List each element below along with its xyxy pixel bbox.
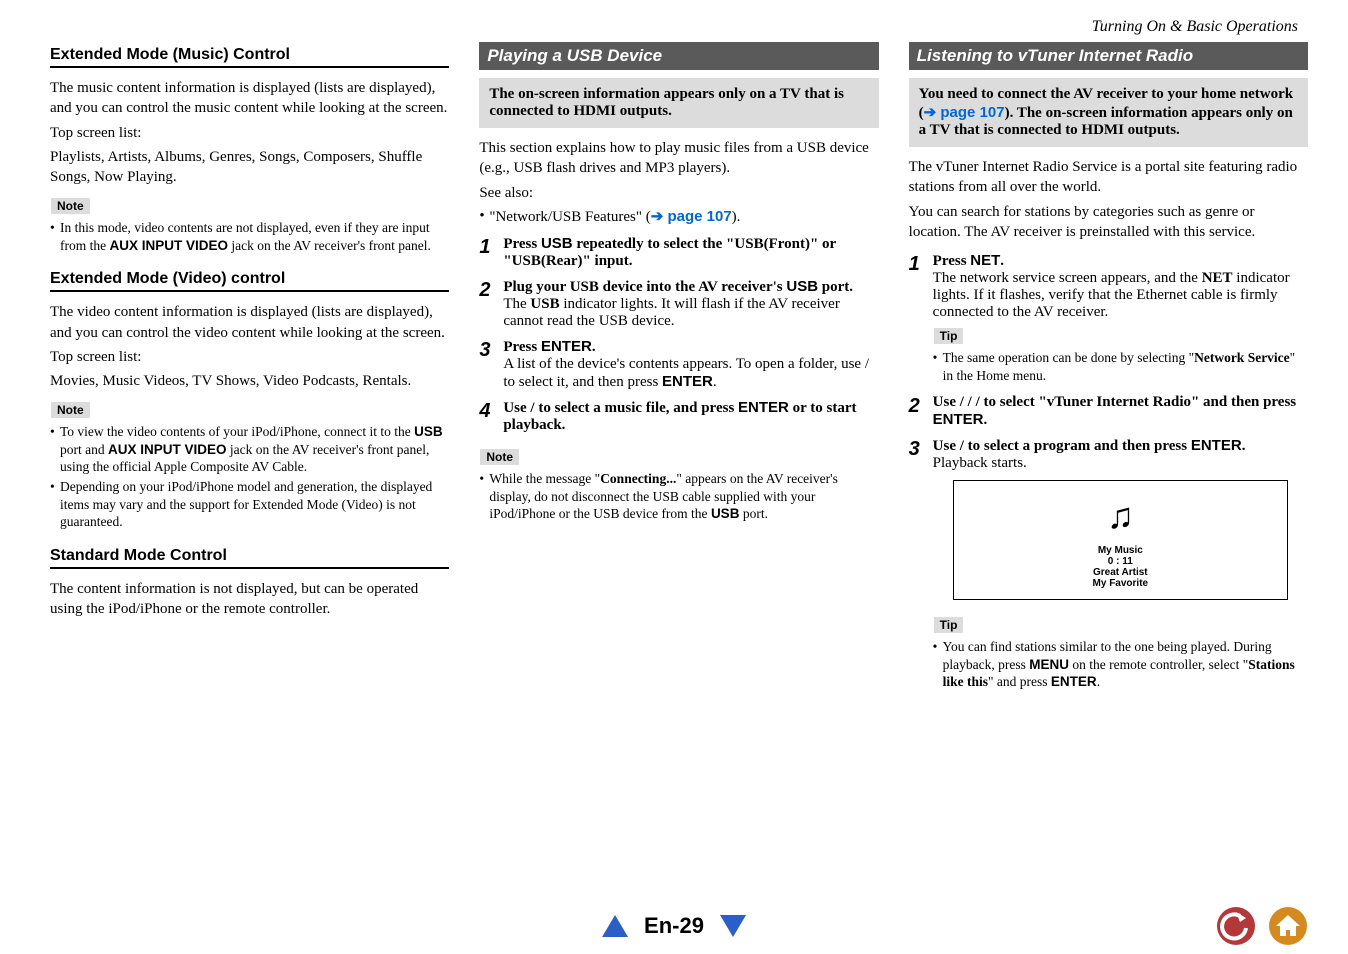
page-link-107[interactable]: ➔ page 107 <box>924 104 1005 121</box>
tip-label: Tip <box>933 327 965 345</box>
tip-list: The same operation can be done by select… <box>933 349 1308 384</box>
tip-item: You can find stations similar to the one… <box>933 638 1308 691</box>
music-note-icon: ♫ <box>1107 495 1134 537</box>
next-page-arrow-icon[interactable] <box>720 915 746 937</box>
note-list: While the message "Connecting..." appear… <box>479 470 878 523</box>
step-2: 2 Use / / / to select "vTuner Internet R… <box>909 394 1308 429</box>
body-text: The vTuner Internet Radio Service is a p… <box>909 157 1308 198</box>
page-header-breadcrumb: Turning On & Basic Operations <box>50 18 1308 36</box>
column-3: Listening to vTuner Internet Radio You n… <box>909 42 1308 701</box>
body-text: Top screen list: <box>50 123 449 143</box>
page-link-107[interactable]: ➔ page 107 <box>651 208 732 225</box>
heading-extended-music: Extended Mode (Music) Control <box>50 46 449 68</box>
step-number: 2 <box>909 394 933 416</box>
body-text: The video content information is display… <box>50 302 449 343</box>
note-label: Note <box>50 401 91 419</box>
screen-line: Great Artist <box>964 567 1277 578</box>
tip-label: Tip <box>933 616 965 634</box>
note-item: To view the video contents of your iPod/… <box>50 423 449 476</box>
step-2: 2 Plug your USB device into the AV recei… <box>479 278 878 330</box>
see-also-item: "Network/USB Features" (➔ page 107). <box>479 207 878 228</box>
step-number: 3 <box>909 437 933 459</box>
step-number: 4 <box>479 399 503 421</box>
step-4: 4 Use / to select a music file, and pres… <box>479 399 878 434</box>
step-1: 1 Press NET. The network service screen … <box>909 252 1308 386</box>
step-title: Press USB repeatedly to select the "USB(… <box>503 235 878 270</box>
step-number: 2 <box>479 278 503 300</box>
back-icon[interactable] <box>1216 906 1256 946</box>
body-text: The music content information is display… <box>50 78 449 119</box>
tip-item: The same operation can be done by select… <box>933 349 1308 384</box>
step-subtext: The network service screen appears, and … <box>933 270 1308 321</box>
heading-standard-mode: Standard Mode Control <box>50 547 449 569</box>
step-subtext: Playback starts. <box>933 455 1308 472</box>
note-item: Depending on your iPod/iPhone model and … <box>50 478 449 531</box>
callout-box: You need to connect the AV receiver to y… <box>909 78 1308 147</box>
note-item: While the message "Connecting..." appear… <box>479 470 878 523</box>
step-subtext: The USB indicator lights. It will flash … <box>503 296 878 330</box>
note-list: To view the video contents of your iPod/… <box>50 423 449 530</box>
step-number: 1 <box>909 252 933 274</box>
step-title: Use / to select a music file, and press … <box>503 399 878 434</box>
screen-line: 0 : 11 <box>964 556 1277 567</box>
step-subtext: A list of the device's contents appears.… <box>503 356 878 391</box>
vtuner-steps: 1 Press NET. The network service screen … <box>909 252 1308 693</box>
callout-box: The on-screen information appears only o… <box>479 78 878 128</box>
prev-page-arrow-icon[interactable] <box>602 915 628 937</box>
note-label: Note <box>479 448 520 466</box>
step-title: Plug your USB device into the AV receive… <box>503 278 878 296</box>
step-number: 1 <box>479 235 503 257</box>
step-title: Press NET. <box>933 252 1308 270</box>
step-title: Use / to select a program and then press… <box>933 437 1308 455</box>
column-2: Playing a USB Device The on-screen infor… <box>479 42 878 701</box>
note-list: In this mode, video contents are not dis… <box>50 219 449 254</box>
body-text: This section explains how to play music … <box>479 138 878 179</box>
content-columns: Extended Mode (Music) Control The music … <box>50 42 1308 701</box>
body-text: Playlists, Artists, Albums, Genres, Song… <box>50 147 449 188</box>
home-icon[interactable] <box>1268 906 1308 946</box>
screen-line: My Music <box>964 545 1277 556</box>
body-text: See also: <box>479 183 878 203</box>
page-navigation: En-29 <box>602 913 746 939</box>
step-number: 3 <box>479 338 503 360</box>
note-label: Note <box>50 197 91 215</box>
note-item: In this mode, video contents are not dis… <box>50 219 449 254</box>
page-footer: En-29 <box>0 906 1348 946</box>
body-text: You can search for stations by categorie… <box>909 202 1308 243</box>
body-text: The content information is not displayed… <box>50 579 449 620</box>
step-3: 3 Press ENTER. A list of the device's co… <box>479 338 878 391</box>
body-text: Movies, Music Videos, TV Shows, Video Po… <box>50 371 449 391</box>
step-1: 1 Press USB repeatedly to select the "US… <box>479 235 878 270</box>
section-bar-usb: Playing a USB Device <box>479 42 878 70</box>
playback-screen-illustration: ♫ My Music 0 : 11 Great Artist My Favori… <box>953 480 1288 600</box>
body-text: Top screen list: <box>50 347 449 367</box>
screen-line: My Favorite <box>964 578 1277 589</box>
heading-extended-video: Extended Mode (Video) control <box>50 270 449 292</box>
see-also-list: "Network/USB Features" (➔ page 107). <box>479 207 878 228</box>
section-bar-vtuner: Listening to vTuner Internet Radio <box>909 42 1308 70</box>
step-title: Use / / / to select "vTuner Internet Rad… <box>933 394 1308 429</box>
column-1: Extended Mode (Music) Control The music … <box>50 42 449 701</box>
step-title: Press ENTER. <box>503 338 878 356</box>
usb-steps: 1 Press USB repeatedly to select the "US… <box>479 235 878 434</box>
step-3: 3 Use / to select a program and then pre… <box>909 437 1308 693</box>
tip-list: You can find stations similar to the one… <box>933 638 1308 691</box>
page-number: En-29 <box>644 913 704 939</box>
